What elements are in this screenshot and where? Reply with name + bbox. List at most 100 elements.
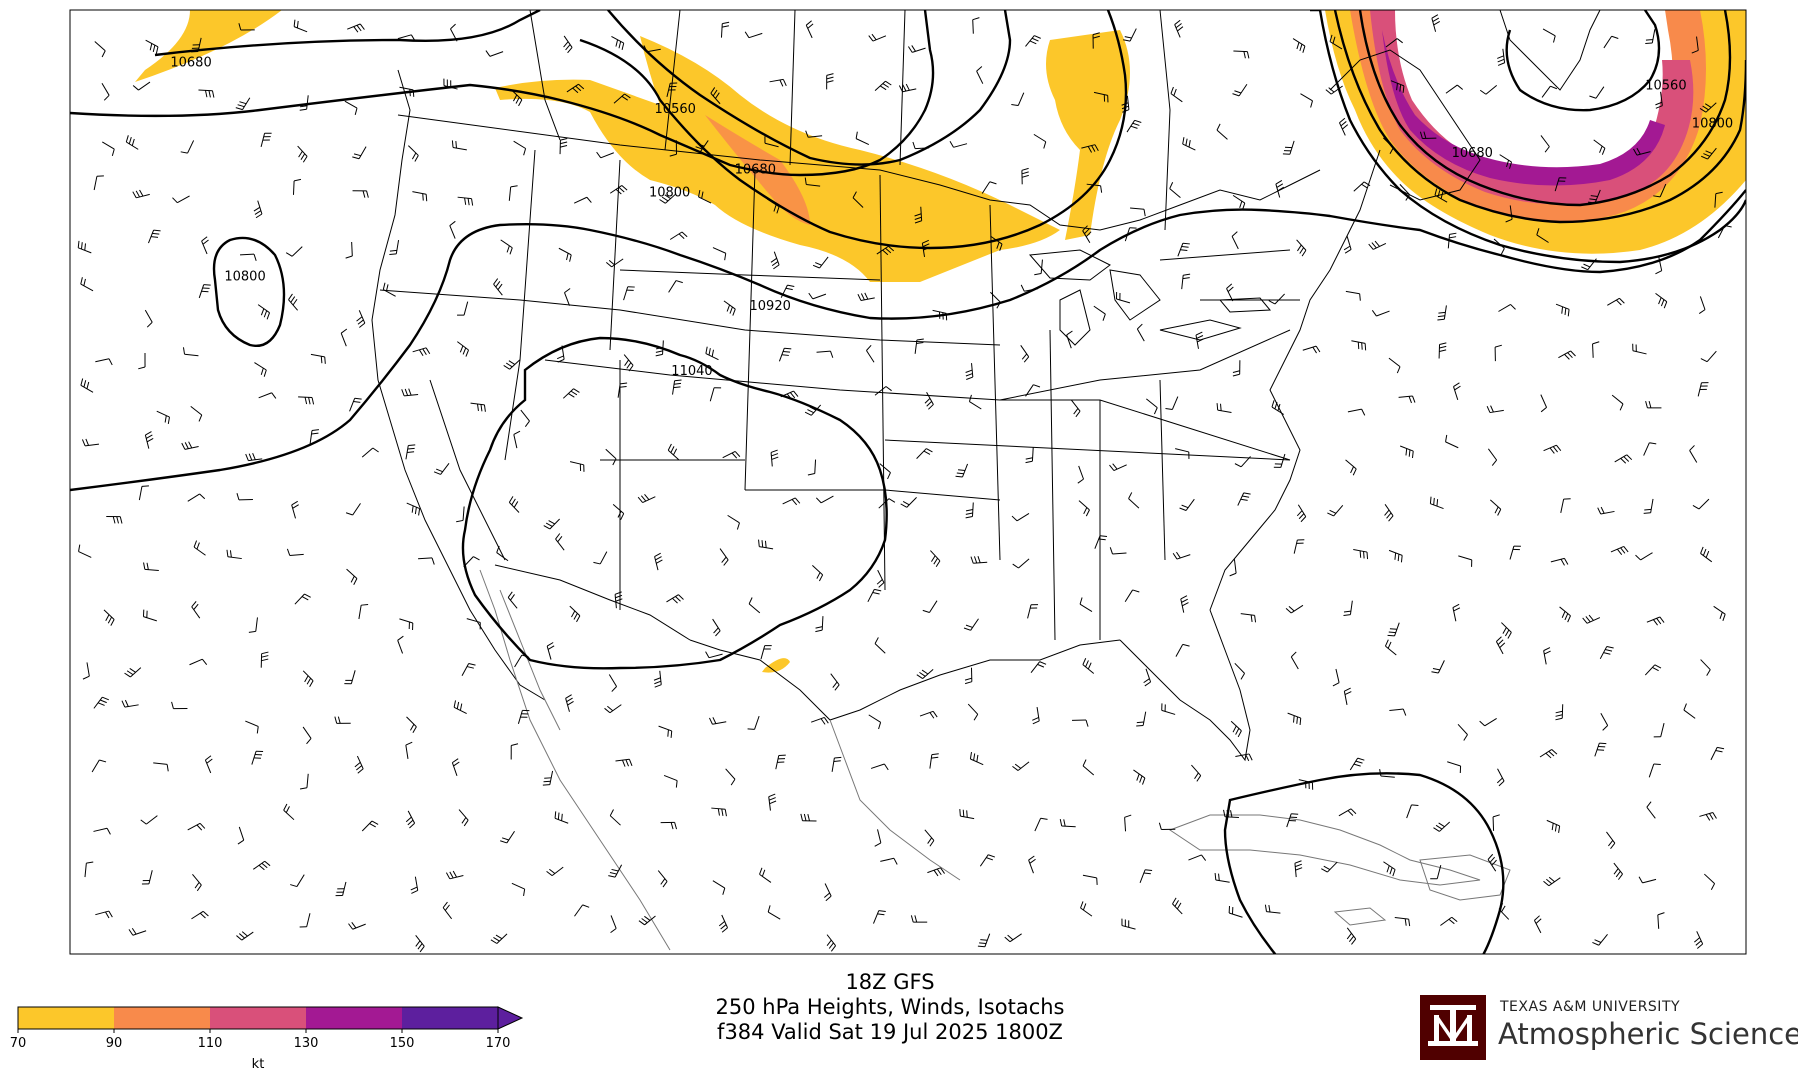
wind-barb <box>361 447 379 458</box>
wind-barb <box>1638 876 1657 884</box>
wind-barb <box>1082 225 1092 243</box>
wind-barb <box>1683 703 1696 719</box>
wind-barb <box>1285 604 1304 614</box>
wind-barb <box>1655 91 1663 109</box>
wind-barb <box>874 386 892 396</box>
wind-barb <box>759 867 772 883</box>
wind-barb <box>94 41 106 58</box>
wind-barb <box>171 701 188 710</box>
wind-barb <box>1275 180 1285 198</box>
wind-barb <box>1343 687 1352 705</box>
wind-barb <box>1071 399 1081 418</box>
wind-barb <box>1700 546 1713 563</box>
wind-barb <box>1130 207 1146 217</box>
wind-barb <box>1643 498 1654 514</box>
tamu-monogram-icon <box>1420 995 1486 1060</box>
wind-barb <box>1093 305 1106 321</box>
wind-barb <box>293 19 308 33</box>
wind-barb <box>1558 350 1576 360</box>
wind-barb <box>1172 551 1191 560</box>
wind-barb <box>1188 854 1207 861</box>
wind-barb <box>406 716 417 734</box>
wind-barb <box>555 533 565 551</box>
wind-barb <box>565 694 574 712</box>
wind-barb <box>1555 704 1564 721</box>
wind-barb <box>401 388 419 397</box>
wind-barb <box>125 135 139 150</box>
wind-barb <box>1282 140 1295 155</box>
wind-barb <box>712 618 721 637</box>
wind-barb <box>201 236 209 255</box>
wind-barb <box>1123 28 1137 42</box>
wind-barb <box>1093 91 1109 103</box>
wind-barb <box>511 89 523 107</box>
wind-barb <box>778 347 792 362</box>
wind-barb <box>1025 384 1041 397</box>
wind-barb <box>1345 459 1357 476</box>
wind-barb <box>302 670 314 688</box>
wind-barb <box>153 762 169 772</box>
wind-barb <box>1546 819 1561 833</box>
wind-barb <box>128 927 147 936</box>
wind-barb <box>451 758 460 776</box>
wind-barb <box>638 915 656 926</box>
wind-barb <box>412 347 431 357</box>
wind-barb <box>898 83 917 93</box>
wind-barb <box>1126 119 1142 133</box>
wind-barb <box>782 497 801 506</box>
wind-barb <box>573 196 592 204</box>
wind-barb <box>780 390 799 400</box>
wind-barb <box>1717 225 1732 239</box>
wind-barb <box>1447 232 1457 249</box>
wind-barb <box>907 45 926 53</box>
wind-barb <box>356 310 366 328</box>
wind-barb <box>1600 713 1609 731</box>
wind-barb <box>354 755 364 774</box>
wind-barb <box>82 662 90 680</box>
wind-barb <box>967 703 979 721</box>
wind-barb <box>965 363 974 380</box>
wind-barb <box>1533 915 1542 934</box>
wind-barb <box>1169 182 1181 198</box>
wind-barb <box>1699 812 1717 821</box>
wind-barb <box>182 347 199 357</box>
wind-barb <box>443 78 458 90</box>
wind-barb <box>1555 303 1570 317</box>
wind-barb <box>144 309 153 328</box>
wind-barb <box>693 140 709 153</box>
wind-barb <box>705 346 719 361</box>
wind-barb <box>1368 240 1387 250</box>
wind-barb <box>1020 284 1039 292</box>
wind-barb <box>1136 323 1145 342</box>
wind-barb <box>608 864 623 878</box>
wind-barb <box>399 618 414 631</box>
wind-barb <box>95 910 113 919</box>
wind-barb <box>1094 535 1108 549</box>
wind-barb <box>124 667 142 678</box>
wind-barb <box>1597 506 1615 515</box>
wind-barb <box>1447 761 1462 774</box>
wind-barb <box>718 914 728 933</box>
contour-label: 10800 <box>1692 116 1733 131</box>
wind-barb <box>1613 862 1623 880</box>
wind-barb <box>874 80 892 92</box>
wind-barb <box>874 637 886 654</box>
wind-barb <box>103 609 115 626</box>
wind-barb <box>345 241 353 259</box>
wind-barb <box>1560 498 1571 513</box>
wind-barb <box>990 291 1001 309</box>
wind-barb <box>660 821 678 830</box>
wind-barb <box>770 251 780 270</box>
wind-barb <box>450 23 458 42</box>
wind-barb <box>1592 933 1608 946</box>
wind-barb <box>1689 445 1698 463</box>
wind-barb <box>1290 651 1299 670</box>
wind-barb <box>1614 454 1633 464</box>
wind-barb <box>1607 297 1625 306</box>
wind-barb <box>720 21 730 38</box>
wind-barb <box>722 450 741 459</box>
contour-label: 10800 <box>649 186 690 201</box>
wind-barb <box>347 23 365 33</box>
wind-barb <box>1124 814 1132 832</box>
wind-barb <box>508 496 520 513</box>
